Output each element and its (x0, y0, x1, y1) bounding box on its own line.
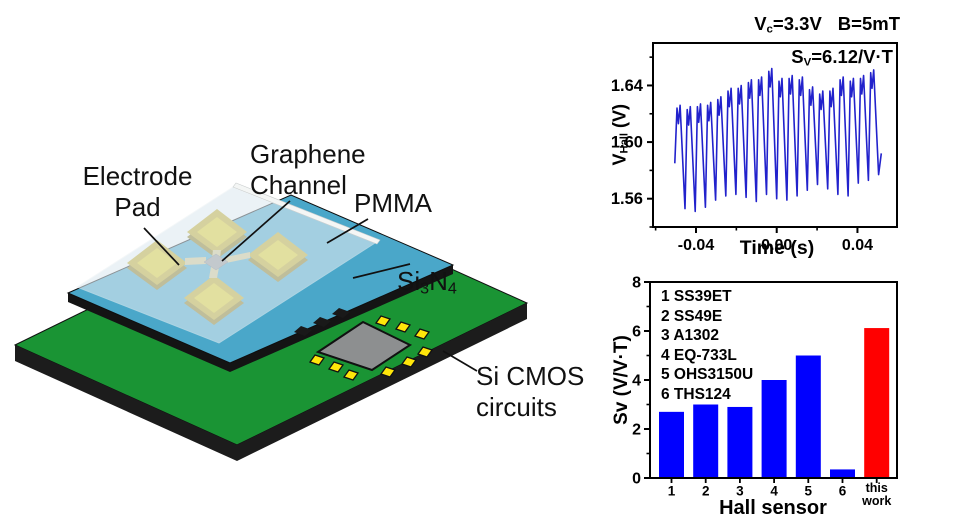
si3n4-si: Si (397, 266, 421, 297)
bar-chart-content: 0 2 4 6 8 1 2 3 4 5 6 this work (632, 275, 897, 508)
label-si-cmos: Si CMOS circuits (476, 361, 585, 423)
pmma-layer (75, 182, 381, 344)
nitride-under-left (68, 293, 230, 372)
yellow-pad (400, 356, 418, 368)
tick-label: 4 (632, 373, 641, 390)
yellow-pad (342, 369, 360, 381)
ylabel-v-sub: Hall (618, 132, 631, 154)
leader-cmos (442, 350, 478, 372)
nitride-under-right (230, 265, 453, 372)
bar-this-work (864, 328, 890, 478)
tick-label: 0.00 (761, 237, 792, 254)
tick-label: 8 (632, 275, 641, 292)
black-pad-3 (332, 308, 350, 318)
si3n4-sub4: 4 (447, 279, 457, 298)
leader-pmma (326, 218, 369, 244)
cmos-die-group (308, 315, 434, 381)
bar-1 (659, 411, 684, 478)
tick-label: 2 (632, 422, 641, 439)
tick-label: 2 (702, 484, 710, 499)
bar-5 (795, 355, 821, 478)
hall-plot-content: 1.56 1.60 1.64 -0.04 0.00 0.04 (611, 56, 883, 254)
pmma-edge-strip (232, 182, 381, 245)
label-graphene-channel: Graphene Channel (250, 139, 366, 201)
label-si3n4: Si3N4 (397, 235, 457, 299)
black-pad-1 (294, 326, 312, 336)
tick-label: 1 (668, 484, 676, 499)
pcb-side-right (237, 303, 527, 461)
leader-graphene (221, 200, 291, 262)
legend-item-1: 1 SS39ET (661, 288, 732, 305)
annot-val: =6.12/V·T (811, 46, 893, 67)
leader-si3n4 (352, 263, 411, 279)
label-electrode-pad: Electrode Pad (82, 161, 193, 223)
tick-label: 0 (632, 471, 641, 488)
annot-s: S (791, 46, 804, 67)
yellow-pad (327, 361, 345, 373)
title-vc: V (754, 13, 767, 34)
hall-x-axis-label: Time (s) (739, 237, 815, 259)
pcb-side-left (15, 345, 237, 461)
yellow-pad (394, 321, 412, 333)
legend-item-3: 3 A1302 (661, 327, 720, 345)
yellow-pad (374, 315, 392, 327)
bar-2 (693, 404, 719, 478)
title-vc-sub: c (766, 23, 773, 36)
si3n4-sub3: 3 (420, 279, 430, 298)
yellow-pad (413, 328, 431, 340)
tick-label: 5 (805, 484, 813, 499)
legend-item-4: 4 EQ-733L (661, 346, 737, 364)
tick-label: 6 (632, 324, 641, 341)
nitride-bond-pads (294, 308, 350, 336)
tick-label: 0.04 (842, 237, 873, 254)
hall-waveform-trace (674, 67, 883, 213)
hall-y-axis-label: VHall (V) (609, 55, 630, 215)
leader-electrode-pad (143, 227, 180, 266)
bar-6 (830, 469, 855, 478)
black-pad-2 (313, 317, 331, 327)
hall-plot-annotation: SV=6.12/V·T (653, 46, 893, 69)
tick-label: this work (861, 481, 891, 508)
tick-label: 6 (839, 484, 847, 499)
cmos-die (315, 320, 413, 372)
yellow-pad (379, 366, 397, 378)
cmos-bond-pads (308, 315, 434, 381)
leader-lines (143, 200, 478, 372)
label-pmma: PMMA (354, 188, 432, 218)
annot-s-sub: V (803, 56, 812, 69)
hall-plot-frame (652, 42, 898, 228)
ylabel-v: V (609, 153, 630, 166)
tick-label: 1.60 (611, 134, 643, 152)
legend-item-2: 2 SS49E (661, 307, 723, 325)
device-schematic-svg (13, 182, 529, 461)
legend-item-5: 5 OHS3150U (661, 366, 754, 384)
tick-label: -0.04 (678, 237, 715, 254)
title-b: B=5mT (837, 13, 900, 34)
legend-item-6: 6 THS124 (661, 385, 731, 403)
bar-4 (761, 380, 787, 478)
tick-label: 1.64 (611, 77, 644, 95)
bar-y-axis-label: Sv (V/V·T) (611, 335, 632, 425)
yellow-pad (308, 354, 326, 366)
ylabel-unit: (V) (609, 103, 630, 133)
yellow-pad (416, 346, 434, 358)
tick-label: 1.56 (611, 190, 643, 208)
hall-plot-title: Vc=3.3V B=5mT (653, 13, 900, 36)
bar-chart-legend: 1 SS39ET 2 SS49E 3 A1302 4 EQ-733L 5 OHS… (661, 287, 753, 405)
tick-label: 3 (736, 484, 744, 499)
tick-label: 4 (770, 484, 778, 499)
bar-x-axis-label: Hall sensor (719, 497, 827, 519)
si3n4-n: N (429, 266, 448, 297)
title-vc-val: =3.3V (772, 13, 822, 34)
bar-3 (727, 406, 753, 478)
